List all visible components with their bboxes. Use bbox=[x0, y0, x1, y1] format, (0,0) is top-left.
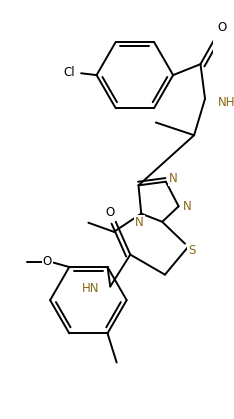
Text: N: N bbox=[169, 171, 178, 184]
Text: S: S bbox=[189, 244, 196, 257]
Text: HN: HN bbox=[82, 282, 99, 295]
Text: O: O bbox=[106, 206, 115, 219]
Text: N: N bbox=[135, 216, 144, 229]
Text: N: N bbox=[183, 200, 192, 213]
Text: O: O bbox=[43, 255, 52, 268]
Text: NH: NH bbox=[218, 96, 234, 109]
Text: Cl: Cl bbox=[63, 66, 75, 79]
Text: O: O bbox=[218, 21, 227, 34]
